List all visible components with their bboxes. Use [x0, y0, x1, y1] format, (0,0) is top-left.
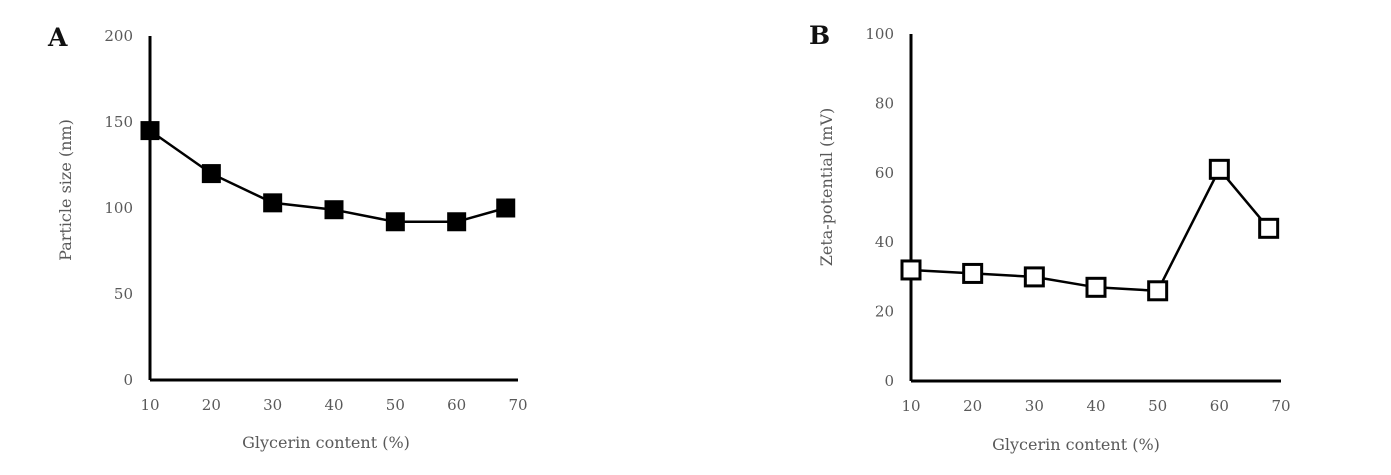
panel-a-data-point — [385, 212, 405, 232]
panel-b-y-axis-title: Zeta-potential (mV) — [817, 108, 836, 267]
panel-a-x-ticks: 10 20 30 40 50 60 70 — [140, 396, 527, 414]
panel-a-data-point — [324, 200, 344, 220]
panel-b-y-ticks: 0 20 40 60 80 100 — [865, 25, 894, 390]
panel-b-x-tick-label: 10 — [901, 397, 920, 415]
panel-b-x-axis-title: Glycerin content (%) — [992, 435, 1160, 454]
panel-b-y-tick-label: 80 — [875, 94, 894, 112]
panel-b-x-tick-label: 50 — [1148, 397, 1167, 415]
panel-b-data-point — [1147, 280, 1169, 302]
panel-b: B Glycerin content (%) Zeta-potential (m… — [809, 21, 1291, 454]
panel-b-x-tick-label: 70 — [1271, 397, 1290, 415]
panel-a-data-point — [201, 164, 221, 184]
panel-a-x-tick-label: 50 — [386, 396, 405, 414]
panel-a-x-tick-label: 10 — [140, 396, 159, 414]
panel-a-x-axis-title: Glycerin content (%) — [242, 433, 410, 452]
panel-a-x-tick-label: 30 — [263, 396, 282, 414]
panel-a-y-tick-label: 0 — [123, 371, 133, 389]
panel-a-y-tick-label: 50 — [114, 285, 133, 303]
panel-b-x-tick-label: 40 — [1086, 397, 1105, 415]
panel-a-x-tick-label: 70 — [508, 396, 527, 414]
panel-a-data-point — [140, 121, 160, 141]
panel-a-data-point — [496, 198, 516, 218]
panel-a-y-ticks: 0 50 100 150 200 — [104, 27, 133, 389]
panel-b-label: B — [809, 21, 830, 50]
panel-a-x-tick-label: 20 — [202, 396, 221, 414]
panel-a-y-axis-title: Particle size (nm) — [56, 119, 75, 261]
panel-b-x-ticks: 10 20 30 40 50 60 70 — [901, 397, 1290, 415]
panel-b-data-point — [962, 262, 984, 284]
panel-b-y-tick-label: 0 — [884, 372, 894, 390]
panel-b-data-point — [1023, 266, 1045, 288]
panel-a-data-point — [447, 212, 467, 232]
panel-a-x-tick-label: 60 — [447, 396, 466, 414]
panel-b-y-tick-label: 20 — [875, 303, 894, 321]
panel-a: A Glycerin content (%) Particle size (nm… — [47, 23, 528, 452]
panel-a-data-point — [263, 193, 283, 213]
panel-a-series — [140, 121, 516, 232]
panel-b-y-tick-label: 60 — [875, 164, 894, 182]
panel-b-series — [900, 158, 1280, 302]
panel-b-y-tick-label: 40 — [875, 233, 894, 251]
panel-b-x-tick-label: 30 — [1025, 397, 1044, 415]
panel-b-data-point — [1085, 276, 1107, 298]
panel-b-x-tick-label: 60 — [1210, 397, 1229, 415]
panel-b-y-tick-label: 100 — [865, 25, 894, 43]
panel-a-x-tick-label: 40 — [324, 396, 343, 414]
panel-a-y-tick-label: 100 — [104, 199, 133, 217]
panel-a-y-tick-label: 200 — [104, 27, 133, 45]
panel-b-data-point — [1208, 158, 1230, 180]
panel-a-label: A — [47, 23, 68, 52]
panel-b-x-tick-label: 20 — [963, 397, 982, 415]
panel-b-data-point — [1258, 217, 1280, 239]
panel-b-data-point — [900, 259, 922, 281]
panel-a-y-tick-label: 150 — [104, 113, 133, 131]
